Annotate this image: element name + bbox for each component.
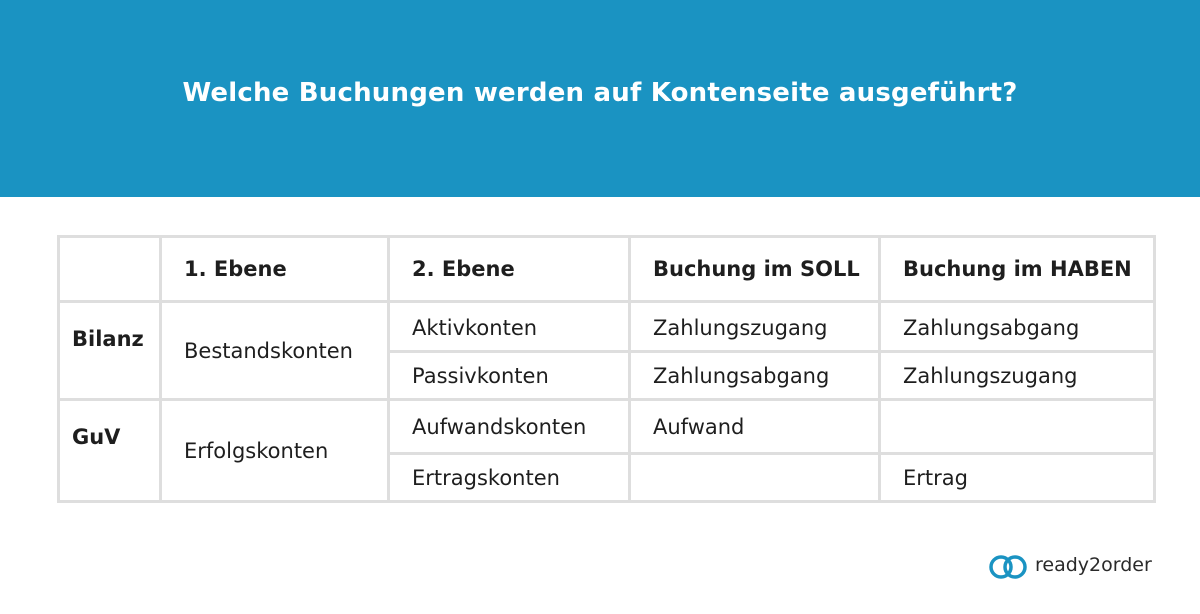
soll-cell: Aufwand	[628, 398, 881, 455]
soll-cell: Zahlungszugang	[628, 300, 881, 353]
group-label-bilanz: Bilanz	[57, 300, 162, 401]
table-row: Ertragskonten Ertrag	[59, 452, 1156, 503]
linked-rings-icon	[989, 555, 1027, 579]
level2-cell: Aktivkonten	[387, 300, 631, 353]
header-banner: Welche Buchungen werden auf Kontenseite …	[0, 0, 1200, 197]
booking-table: 1. Ebene 2. Ebene Buchung im SOLL Buchun…	[57, 235, 1156, 503]
group-label-guv: GuV	[57, 398, 162, 503]
table-header-row: 1. Ebene 2. Ebene Buchung im SOLL Buchun…	[57, 235, 1156, 303]
haben-cell	[878, 398, 1156, 455]
haben-cell: Ertrag	[878, 452, 1156, 503]
table-row: Passivkonten Zahlungsabgang Zahlungszuga…	[59, 350, 1156, 401]
haben-cell: Zahlungszugang	[878, 350, 1156, 401]
header-cell-haben: Buchung im HABEN	[878, 235, 1156, 303]
page-title: Welche Buchungen werden auf Kontenseite …	[182, 78, 1018, 108]
level1-cell: Erfolgskonten	[159, 398, 390, 503]
level2-cell: Passivkonten	[387, 350, 631, 401]
brand-logo: ready2order	[988, 550, 1158, 584]
header-cell-empty	[57, 235, 162, 303]
header-cell-soll: Buchung im SOLL	[628, 235, 881, 303]
haben-cell: Zahlungsabgang	[878, 300, 1156, 353]
level2-cell: Aufwandskonten	[387, 398, 631, 455]
header-cell-level2: 2. Ebene	[387, 235, 631, 303]
brand-name: ready2order	[1035, 554, 1152, 576]
table-row: Bilanz Bestandskonten Aktivkonten Zahlun…	[57, 300, 1156, 401]
soll-cell	[628, 452, 881, 503]
level2-cell: Ertragskonten	[387, 452, 631, 503]
soll-cell: Zahlungsabgang	[628, 350, 881, 401]
header-cell-level1: 1. Ebene	[159, 235, 390, 303]
level1-cell: Bestandskonten	[159, 300, 390, 401]
table-row: GuV Erfolgskonten Aufwandskonten Aufwand	[57, 398, 1156, 503]
